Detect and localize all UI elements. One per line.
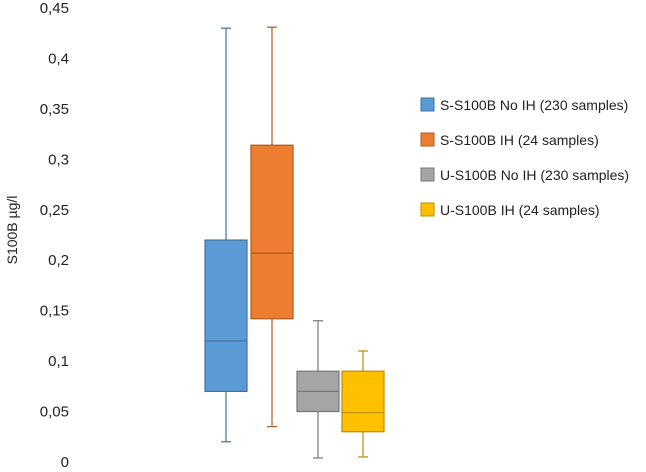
y-tick-label: 0,35 bbox=[40, 101, 69, 118]
legend-label: U-S100B IH (24 samples) bbox=[440, 202, 600, 218]
iqr-box bbox=[204, 239, 248, 392]
legend-swatch bbox=[420, 202, 435, 217]
y-tick-label: 0,25 bbox=[40, 202, 69, 219]
iqr-box bbox=[250, 144, 294, 320]
legend-swatch bbox=[420, 132, 435, 147]
box-series-2 bbox=[250, 26, 294, 428]
y-tick-label: 0 bbox=[61, 454, 69, 471]
y-tick-label: 0,05 bbox=[40, 404, 69, 421]
box-series-1 bbox=[204, 27, 248, 443]
y-tick-label: 0,1 bbox=[48, 353, 69, 370]
box-series-3 bbox=[296, 320, 340, 459]
iqr-box bbox=[341, 370, 385, 433]
y-tick-label: 0,4 bbox=[48, 50, 69, 67]
y-tick-label: 0,15 bbox=[40, 303, 69, 320]
legend-label: U-S100B No IH (230 samples) bbox=[440, 167, 629, 183]
y-tick-label: 0,45 bbox=[40, 0, 69, 17]
legend-label: S-S100B IH (24 samples) bbox=[440, 132, 599, 148]
plot-area bbox=[204, 26, 385, 459]
legend: S-S100B No IH (230 samples) S-S100B IH (2… bbox=[420, 97, 629, 218]
y-tick-label: 0,2 bbox=[48, 252, 69, 269]
y-tick-label: 0,3 bbox=[48, 151, 69, 168]
box-series-4 bbox=[341, 350, 385, 458]
legend-swatch bbox=[420, 167, 435, 182]
legend-label: S-S100B No IH (230 samples) bbox=[440, 97, 628, 113]
y-axis: 0 0,05 0,1 0,15 0,2 0,25 0,3 0,35 0,4 0,45 bbox=[40, 0, 69, 471]
y-axis-label: S100B µg/l bbox=[4, 196, 20, 265]
legend-swatch bbox=[420, 97, 435, 112]
